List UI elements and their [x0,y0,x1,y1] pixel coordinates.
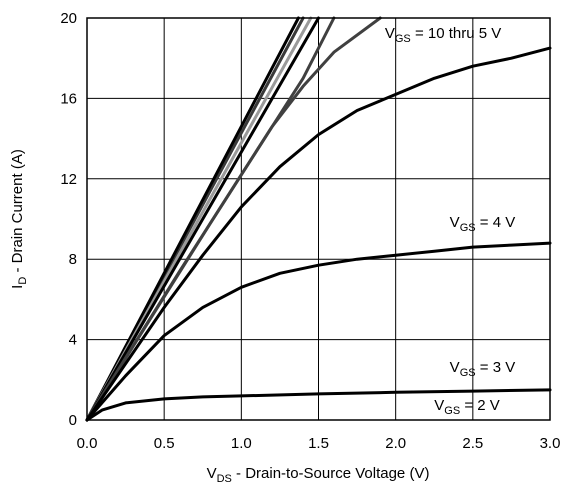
plot-frame [86,17,551,421]
x-tick-label: 1.5 [308,435,329,452]
curve-annotation: VGS = 10 thru 5 V [385,25,501,45]
annotations: VGS = 10 thru 5 V VGS = 4 V VGS = 3 V VGS =… [385,25,515,417]
curves [85,16,552,422]
x-ticks: 0.0 0.5 1.0 1.5 2.0 2.5 3.0 [77,435,561,452]
x-axis-label: VDS - Drain-to-Source Voltage (V) [207,465,430,485]
y-tick-label: 16 [60,90,77,107]
x-tick-label: 0.5 [154,435,175,452]
curve-annotation: VGS = 2 V [434,397,500,417]
y-tick-label: 20 [60,10,77,27]
series-curve [85,16,320,422]
series-curve [85,241,552,422]
y-tick-label: 12 [60,171,77,188]
series-curve [85,16,300,422]
series-curve [85,16,382,422]
series-curve [85,46,552,422]
curve-annotation: VGS = 4 V [450,214,516,234]
x-tick-label: 2.0 [385,435,406,452]
y-ticks: 0 4 8 12 16 20 [60,10,77,429]
y-axis-label: ID - Drain Current (A) [9,149,29,289]
y-tick-label: 4 [69,332,77,349]
x-tick-label: 3.0 [540,435,561,452]
x-tick-label: 0.0 [77,435,98,452]
curve-annotation: VGS = 3 V [450,359,516,379]
y-tick-label: 8 [69,251,77,268]
x-tick-label: 2.5 [462,435,483,452]
series-curve [85,388,552,422]
y-tick-label: 0 [69,412,77,429]
x-tick-label: 1.0 [231,435,252,452]
